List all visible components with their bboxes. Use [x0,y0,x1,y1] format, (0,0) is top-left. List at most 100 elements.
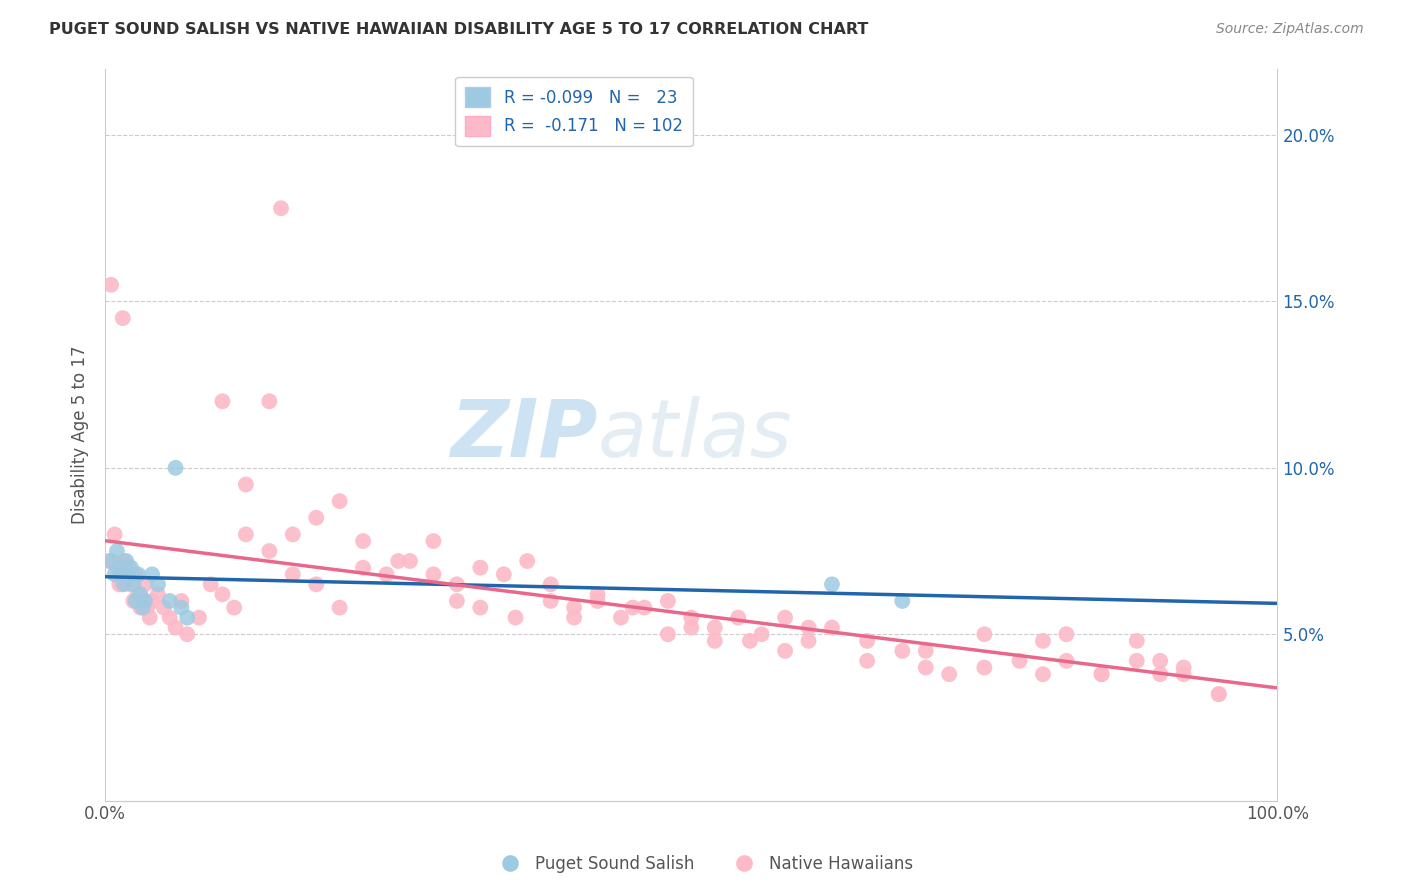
Point [118,560,141,574]
Point [633,600,655,615]
Point [681,621,703,635]
Point [773,644,796,658]
Point [305,510,328,524]
Text: PUGET SOUND SALISH VS NATIVE HAWAIIAN DISABILITY AGE 5 TO 17 CORRELATION CHART: PUGET SOUND SALISH VS NATIVE HAWAIIAN DI… [49,22,869,37]
Point [125,567,148,582]
Point [727,610,749,624]
Point [621,600,644,615]
Point [751,627,773,641]
Legend: Puget Sound Salish, Native Hawaiians: Puget Sound Salish, Native Hawaiians [486,848,920,880]
Point [703,633,725,648]
Point [125,594,148,608]
Point [505,610,527,624]
Point [115,554,138,568]
Point [235,527,257,541]
Point [120,560,142,574]
Point [1125,633,1147,648]
Point [104,527,127,541]
Point [159,594,181,608]
Point [112,577,135,591]
Point [610,610,633,624]
Point [115,567,138,582]
Point [118,567,141,582]
Point [586,594,609,608]
Point [1149,667,1171,681]
Point [657,627,679,641]
Point [681,610,703,624]
Point [387,554,409,568]
Point [914,644,936,658]
Point [132,600,155,615]
Point [1054,627,1077,641]
Point [1032,667,1054,681]
Point [973,627,995,641]
Y-axis label: Disability Age 5 to 17: Disability Age 5 to 17 [72,345,89,524]
Point [132,594,155,608]
Point [112,554,135,568]
Point [1054,654,1077,668]
Point [492,567,515,582]
Point [146,587,169,601]
Point [129,587,152,601]
Point [259,544,281,558]
Point [973,660,995,674]
Legend: R = -0.099   N =   23, R =  -0.171   N = 102: R = -0.099 N = 23, R = -0.171 N = 102 [456,77,693,146]
Point [470,600,492,615]
Point [165,621,187,635]
Point [176,627,198,641]
Point [224,600,246,615]
Point [165,460,187,475]
Point [111,311,134,326]
Point [856,654,879,668]
Point [127,567,149,582]
Point [1090,667,1112,681]
Point [1032,633,1054,648]
Point [100,277,122,292]
Point [1149,654,1171,668]
Point [422,534,444,549]
Point [540,577,562,591]
Point [136,600,159,615]
Point [235,477,257,491]
Point [1173,660,1195,674]
Point [141,567,163,582]
Point [281,527,304,541]
Point [134,594,156,608]
Point [399,554,422,568]
Point [170,600,193,615]
Point [821,577,844,591]
Point [104,567,127,582]
Point [170,594,193,608]
Point [1125,654,1147,668]
Point [1090,667,1112,681]
Point [540,594,562,608]
Point [352,534,374,549]
Point [188,610,211,624]
Point [146,577,169,591]
Text: Source: ZipAtlas.com: Source: ZipAtlas.com [1216,22,1364,37]
Point [111,577,134,591]
Point [470,560,492,574]
Point [703,621,725,635]
Point [891,644,914,658]
Point [562,610,585,624]
Point [586,587,609,601]
Point [562,600,585,615]
Point [891,594,914,608]
Point [129,600,152,615]
Point [211,394,233,409]
Point [352,560,374,574]
Point [821,621,844,635]
Text: atlas: atlas [598,395,792,474]
Point [1208,687,1230,701]
Point [159,610,181,624]
Point [108,577,131,591]
Point [211,587,233,601]
Point [422,567,444,582]
Point [446,594,468,608]
Point [914,660,936,674]
Point [259,394,281,409]
Point [1208,687,1230,701]
Point [122,594,145,608]
Point [281,567,304,582]
